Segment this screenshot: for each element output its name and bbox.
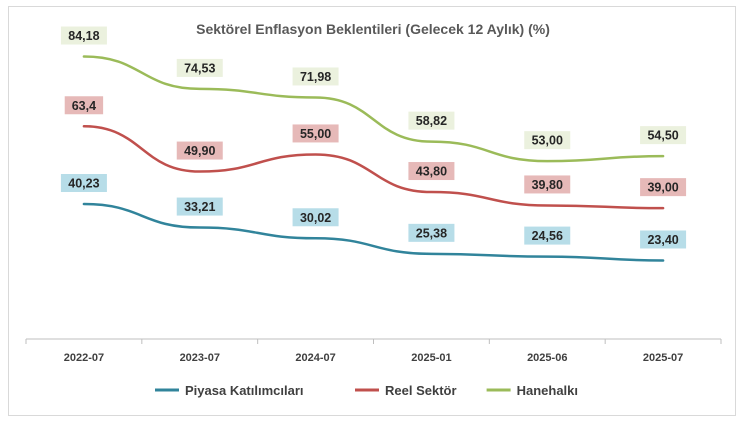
x-tick-label: 2022-07	[64, 352, 104, 364]
x-tick-label: 2023-07	[180, 352, 220, 364]
data-label-bg	[292, 67, 339, 86]
x-tick-label: 2025-06	[527, 352, 567, 364]
data-label: 84,18	[68, 29, 99, 43]
data-label: 55,00	[300, 127, 331, 141]
chart-frame: Sektörel Enflasyon Beklentileri (Gelecek…	[8, 6, 736, 416]
chart-title: Sektörel Enflasyon Beklentileri (Gelecek…	[196, 21, 550, 37]
data-label: 24,56	[532, 229, 563, 243]
x-tick-label: 2024-07	[295, 352, 335, 364]
x-tick-label: 2025-07	[643, 352, 683, 364]
data-label-bg	[524, 226, 571, 245]
data-label-bg	[176, 141, 223, 160]
data-label-bg	[640, 126, 687, 145]
data-label: 25,38	[416, 226, 447, 240]
data-label-bg	[292, 208, 339, 227]
legend: Piyasa Katılımcıları Reel Sektör Hanehalkı	[155, 383, 578, 398]
data-label: 71,98	[300, 70, 331, 84]
data-label: 53,00	[532, 134, 563, 148]
data-label: 63,4	[72, 99, 96, 113]
data-label-bg	[524, 175, 571, 194]
series-line	[82, 55, 665, 163]
data-label-bg	[60, 26, 107, 45]
data-label: 40,23	[68, 177, 99, 191]
data-label-bg	[408, 111, 455, 130]
data-label-bg	[176, 58, 223, 77]
data-label-bg	[408, 162, 455, 181]
x-tick-label: 2025-01	[411, 352, 451, 364]
data-label: 74,53	[184, 61, 215, 75]
data-label: 39,80	[532, 178, 563, 192]
data-label: 39,00	[647, 181, 678, 195]
legend-label: Piyasa Katılımcıları	[185, 383, 304, 398]
data-label: 30,02	[300, 211, 331, 225]
data-label: 43,80	[416, 165, 447, 179]
data-label: 58,82	[416, 114, 447, 128]
data-label-bg	[524, 131, 571, 150]
data-label-bg	[640, 230, 687, 249]
data-label: 54,50	[647, 129, 678, 143]
data-label-bg	[60, 174, 107, 193]
legend-label: Hanehalkı	[517, 383, 578, 398]
data-label-bg	[408, 223, 455, 242]
data-label-bg	[176, 197, 223, 216]
data-label-bg	[640, 178, 687, 197]
data-labels: 40,23 33,21 30,02 25,38 24,56 23,40 63,4 49,90 5…	[60, 26, 687, 249]
data-label: 49,90	[184, 144, 215, 158]
data-label-bg	[64, 96, 104, 115]
series-line	[82, 202, 665, 262]
x-axis: 2022-07 2023-07 2024-07 2025-01 2025-06 2025-…	[25, 338, 722, 364]
line-chart: Sektörel Enflasyon Beklentileri (Gelecek…	[25, 21, 722, 398]
series-line	[82, 125, 665, 210]
data-label: 23,40	[647, 233, 678, 247]
series-lines	[82, 55, 665, 262]
legend-label: Reel Sektör	[385, 383, 457, 398]
data-label: 33,21	[184, 200, 215, 214]
data-label-bg	[292, 124, 339, 143]
